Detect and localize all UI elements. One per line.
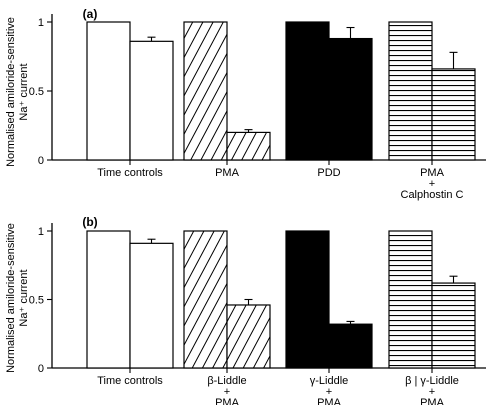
bar <box>285 21 330 161</box>
bar <box>226 304 271 369</box>
y-axis-label-line2: Na⁺ current <box>18 63 30 120</box>
y-axis-label-line2: Na⁺ current <box>18 269 30 326</box>
x-tick-label: Calphostin C <box>401 189 464 201</box>
chart-panel-b: (b) Normalised amiloride-sensitiveNa⁺ cur… <box>5 215 486 405</box>
bar <box>285 230 330 369</box>
y-tick-label: 1 <box>38 17 44 29</box>
bar <box>129 40 174 161</box>
y-tick-label: 0 <box>38 363 44 375</box>
x-tick-label: Time controls <box>97 167 163 179</box>
bar <box>183 230 228 369</box>
y-tick-label: 0 <box>38 155 44 167</box>
x-tick-label: + <box>429 386 435 398</box>
y-axis-label-line1: Normalised amiloride-sensitive <box>5 17 17 167</box>
chart-panel-a: (a) Normalised amiloride-sensitiveNa⁺ cur… <box>5 7 486 201</box>
bar <box>328 37 373 161</box>
y-axis-label: Normalised amiloride-sensitiveNa⁺ curren… <box>5 223 30 373</box>
x-tick-label: β | γ-Liddle <box>405 375 459 387</box>
x-tick-label: PMA <box>317 397 342 405</box>
y-tick-label: 0.5 <box>29 295 44 307</box>
y-axis-label-line1: Normalised amiloride-sensitive <box>5 223 17 373</box>
bar <box>431 68 476 161</box>
bar <box>328 323 373 369</box>
bar <box>388 21 433 161</box>
bar <box>129 242 174 369</box>
bar <box>226 131 271 161</box>
x-tick-label: γ-Liddle <box>310 375 349 387</box>
x-tick-label: PMA <box>215 167 240 179</box>
x-tick-label: + <box>224 386 230 398</box>
bar <box>86 21 131 161</box>
x-tick-label: + <box>326 386 332 398</box>
y-axis-label: Normalised amiloride-sensitiveNa⁺ curren… <box>5 17 30 167</box>
x-tick-label: β-Liddle <box>207 375 246 387</box>
y-tick-label: 1 <box>38 226 44 238</box>
x-tick-label: PMA <box>420 397 445 405</box>
x-tick-label: PDD <box>317 167 340 179</box>
y-tick-label: 0.5 <box>29 86 44 98</box>
x-tick-label: Time controls <box>97 375 163 387</box>
bar <box>183 21 228 161</box>
panel-label: (a) <box>83 7 98 21</box>
x-tick-label: PMA <box>215 397 240 405</box>
bar <box>431 282 476 369</box>
bar <box>388 230 433 369</box>
x-tick-label: + <box>429 178 435 190</box>
bar <box>86 230 131 369</box>
x-tick-label: PMA <box>420 167 445 179</box>
panel-label: (b) <box>82 215 97 229</box>
